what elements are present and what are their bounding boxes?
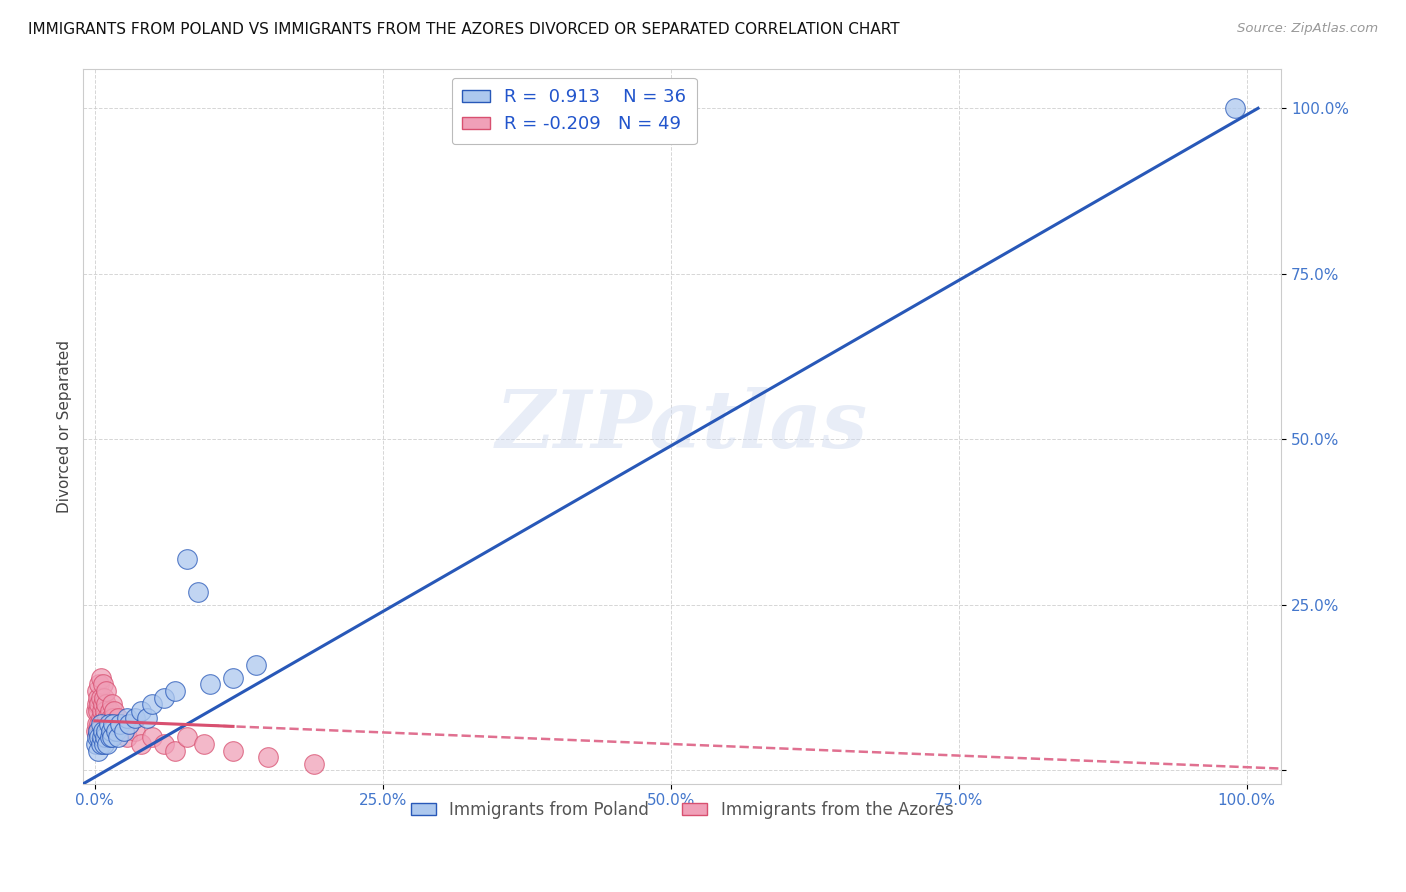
Point <box>98 704 121 718</box>
Point <box>91 677 114 691</box>
Point <box>245 657 267 672</box>
Point <box>103 717 125 731</box>
Point <box>176 551 198 566</box>
Point <box>103 704 125 718</box>
Text: IMMIGRANTS FROM POLAND VS IMMIGRANTS FROM THE AZORES DIVORCED OR SEPARATED CORRE: IMMIGRANTS FROM POLAND VS IMMIGRANTS FRO… <box>28 22 900 37</box>
Point <box>104 717 127 731</box>
Point <box>84 704 107 718</box>
Legend: Immigrants from Poland, Immigrants from the Azores: Immigrants from Poland, Immigrants from … <box>404 794 960 825</box>
Point <box>84 737 107 751</box>
Point <box>86 698 108 712</box>
Point <box>89 677 111 691</box>
Text: ZIPatlas: ZIPatlas <box>496 387 869 465</box>
Point <box>93 710 115 724</box>
Point <box>222 744 245 758</box>
Point <box>90 690 112 705</box>
Point <box>84 723 107 738</box>
Point <box>124 710 146 724</box>
Point <box>86 731 108 745</box>
Point <box>100 710 122 724</box>
Point <box>90 731 112 745</box>
Point <box>90 717 112 731</box>
Point <box>165 744 187 758</box>
Point <box>96 710 118 724</box>
Point <box>96 717 118 731</box>
Point <box>87 744 110 758</box>
Point <box>176 731 198 745</box>
Point <box>98 731 121 745</box>
Point <box>97 717 120 731</box>
Point <box>89 717 111 731</box>
Point <box>91 717 114 731</box>
Point <box>112 723 135 738</box>
Point <box>96 698 118 712</box>
Point <box>94 704 117 718</box>
Point <box>118 717 141 731</box>
Point <box>101 698 124 712</box>
Point <box>129 737 152 751</box>
Point <box>115 710 138 724</box>
Point <box>86 684 108 698</box>
Point <box>108 717 131 731</box>
Point <box>129 704 152 718</box>
Point <box>103 710 125 724</box>
Point <box>89 731 111 745</box>
Point <box>90 671 112 685</box>
Y-axis label: Divorced or Separated: Divorced or Separated <box>58 340 72 513</box>
Point <box>93 690 115 705</box>
Point <box>91 698 114 712</box>
Point <box>153 737 176 751</box>
Point <box>94 731 117 745</box>
Point <box>91 723 114 738</box>
Point <box>90 723 112 738</box>
Point <box>96 684 118 698</box>
Point <box>93 737 115 751</box>
Point <box>101 731 124 745</box>
Point <box>107 731 129 745</box>
Point <box>90 710 112 724</box>
Point <box>141 698 163 712</box>
Point <box>198 677 221 691</box>
Point <box>100 723 122 738</box>
Point <box>107 710 129 724</box>
Point <box>118 717 141 731</box>
Point <box>104 723 127 738</box>
Point <box>89 698 111 712</box>
Text: Source: ZipAtlas.com: Source: ZipAtlas.com <box>1237 22 1378 36</box>
Point <box>115 731 138 745</box>
Point <box>187 584 209 599</box>
Point <box>108 717 131 731</box>
Point <box>141 731 163 745</box>
Point <box>90 704 112 718</box>
Point <box>87 704 110 718</box>
Point <box>193 737 215 751</box>
Point <box>87 690 110 705</box>
Point <box>256 750 278 764</box>
Point <box>302 756 325 771</box>
Point <box>94 723 117 738</box>
Point <box>96 737 118 751</box>
Point <box>153 690 176 705</box>
Point <box>87 723 110 738</box>
Point <box>90 737 112 751</box>
Point <box>222 671 245 685</box>
Point <box>165 684 187 698</box>
Point <box>1223 101 1246 115</box>
Point <box>135 710 157 724</box>
Point <box>87 723 110 738</box>
Point <box>112 723 135 738</box>
Point <box>86 717 108 731</box>
Point <box>96 723 118 738</box>
Point <box>124 723 146 738</box>
Point <box>97 717 120 731</box>
